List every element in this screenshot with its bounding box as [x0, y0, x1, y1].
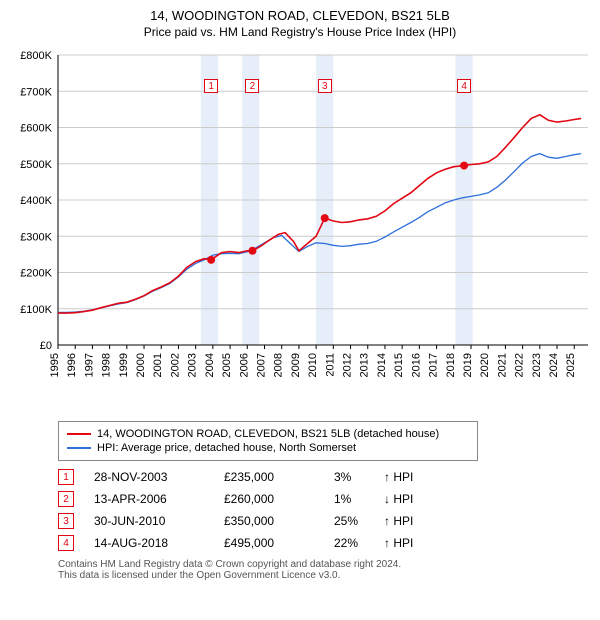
svg-text:£500K: £500K	[20, 159, 52, 171]
svg-text:£300K: £300K	[20, 231, 52, 243]
row-pct: 3%	[334, 470, 384, 484]
row-direction: ↓ HPI	[384, 492, 444, 506]
svg-text:1996: 1996	[66, 353, 78, 377]
svg-text:2005: 2005	[221, 353, 233, 377]
legend-label: 14, WOODINGTON ROAD, CLEVEDON, BS21 5LB …	[97, 428, 439, 440]
svg-text:2014: 2014	[376, 353, 388, 377]
svg-text:2023: 2023	[531, 353, 543, 377]
svg-text:2016: 2016	[410, 353, 422, 377]
row-date: 30-JUN-2010	[94, 514, 224, 528]
footer-line: Contains HM Land Registry data © Crown c…	[58, 559, 592, 570]
transactions-table: 128-NOV-2003£235,0003%↑ HPI213-APR-2006£…	[58, 469, 592, 551]
legend-swatch	[67, 433, 91, 435]
svg-text:1999: 1999	[118, 353, 130, 377]
svg-text:£100K: £100K	[20, 304, 52, 316]
row-marker: 1	[58, 469, 74, 485]
row-price: £495,000	[224, 536, 334, 550]
legend: 14, WOODINGTON ROAD, CLEVEDON, BS21 5LB …	[58, 421, 478, 461]
svg-text:2024: 2024	[548, 353, 560, 377]
price-chart: £0 £100K £200K £300K £400K £500K £600K £700K £80…	[8, 45, 592, 415]
svg-text:2022: 2022	[514, 353, 526, 377]
legend-item-property: 14, WOODINGTON ROAD, CLEVEDON, BS21 5LB …	[67, 428, 469, 440]
chart-marker: 3	[318, 79, 332, 93]
svg-text:2019: 2019	[462, 353, 474, 377]
chart-marker: 1	[204, 79, 218, 93]
footer-line: This data is licensed under the Open Gov…	[58, 570, 592, 581]
svg-text:2013: 2013	[359, 353, 371, 377]
svg-text:£400K: £400K	[20, 195, 52, 207]
row-direction: ↑ HPI	[384, 470, 444, 484]
svg-text:2004: 2004	[204, 353, 216, 377]
page-subtitle: Price paid vs. HM Land Registry's House …	[8, 25, 592, 39]
row-price: £235,000	[224, 470, 334, 484]
svg-text:£700K: £700K	[20, 86, 52, 98]
table-row: 3 30-JUN-2010£350,00025%↑ HPI	[58, 513, 592, 529]
row-date: 14-AUG-2018	[94, 536, 224, 550]
row-marker: 2	[58, 491, 74, 507]
table-row: 1 28-NOV-2003£235,0003%↑ HPI	[58, 469, 592, 485]
row-price: £350,000	[224, 514, 334, 528]
svg-text:2009: 2009	[290, 353, 302, 377]
svg-text:2008: 2008	[273, 353, 285, 377]
table-row: 4 14-AUG-2018£495,00022%↑ HPI	[58, 535, 592, 551]
row-marker: 3	[58, 513, 74, 529]
svg-text:2006: 2006	[238, 353, 250, 377]
svg-text:2015: 2015	[393, 353, 405, 377]
svg-text:1995: 1995	[49, 353, 61, 377]
svg-text:£200K: £200K	[20, 268, 52, 280]
svg-text:2007: 2007	[255, 353, 267, 377]
svg-text:2021: 2021	[496, 353, 508, 377]
svg-text:2000: 2000	[135, 353, 147, 377]
svg-text:£600K: £600K	[20, 123, 52, 135]
row-marker: 4	[58, 535, 74, 551]
footer: Contains HM Land Registry data © Crown c…	[58, 559, 592, 581]
legend-item-hpi: HPI: Average price, detached house, Nort…	[67, 442, 469, 454]
page-title: 14, WOODINGTON ROAD, CLEVEDON, BS21 5LB	[8, 8, 592, 23]
legend-swatch	[67, 447, 91, 449]
svg-text:2001: 2001	[152, 353, 164, 377]
svg-text:2012: 2012	[342, 353, 354, 377]
chart-svg: £0 £100K £200K £300K £400K £500K £600K £700K £80…	[8, 45, 592, 415]
row-pct: 22%	[334, 536, 384, 550]
row-direction: ↑ HPI	[384, 514, 444, 528]
chart-marker: 2	[245, 79, 259, 93]
svg-text:£800K: £800K	[20, 50, 52, 62]
row-date: 13-APR-2006	[94, 492, 224, 506]
row-pct: 1%	[334, 492, 384, 506]
svg-text:£0: £0	[40, 340, 52, 352]
chart-marker: 4	[457, 79, 471, 93]
svg-text:2010: 2010	[307, 353, 319, 377]
table-row: 2 13-APR-2006£260,0001%↓ HPI	[58, 491, 592, 507]
svg-text:2003: 2003	[187, 353, 199, 377]
svg-text:1998: 1998	[101, 353, 113, 377]
svg-text:2011: 2011	[324, 353, 336, 377]
row-pct: 25%	[334, 514, 384, 528]
row-date: 28-NOV-2003	[94, 470, 224, 484]
row-direction: ↑ HPI	[384, 536, 444, 550]
svg-text:2020: 2020	[479, 353, 491, 377]
svg-text:2018: 2018	[445, 353, 457, 377]
svg-text:1997: 1997	[83, 353, 95, 377]
row-price: £260,000	[224, 492, 334, 506]
svg-text:2017: 2017	[428, 353, 440, 377]
legend-label: HPI: Average price, detached house, Nort…	[97, 442, 356, 454]
svg-text:2025: 2025	[565, 353, 577, 377]
svg-text:2002: 2002	[169, 353, 181, 377]
